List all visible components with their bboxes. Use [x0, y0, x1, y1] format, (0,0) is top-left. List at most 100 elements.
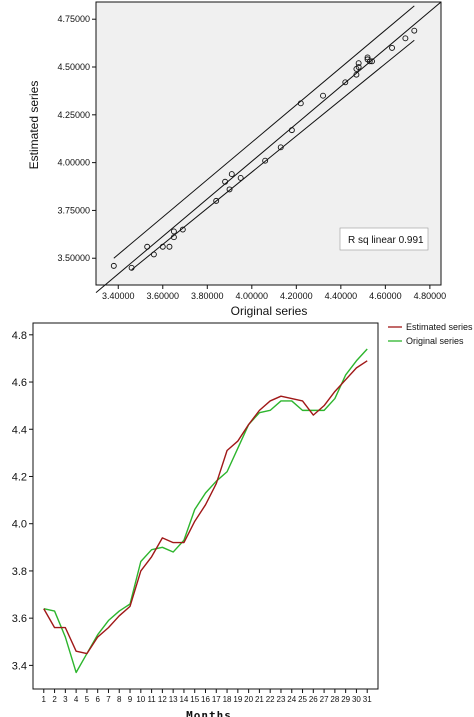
x-tick-label: 16	[201, 695, 210, 704]
scatter-point	[150, 251, 157, 258]
legend: Estimated series Original series	[388, 322, 473, 346]
x-tick-label: 7	[106, 695, 111, 704]
scatter-point	[170, 228, 177, 235]
y-tick-label: 3.50000	[57, 253, 90, 263]
x-tick-label: 2	[52, 695, 57, 704]
x-tick-label: 18	[223, 695, 232, 704]
x-tick-label: 4	[74, 695, 79, 704]
x-tick-label: 30	[352, 695, 361, 704]
y-tick-label: 4.00000	[57, 158, 90, 168]
scatter-point	[170, 234, 177, 241]
x-tick-label: 3	[63, 695, 68, 704]
scatter-point	[228, 171, 235, 178]
y-tick-label: 3.4	[12, 660, 27, 672]
scatter-point	[342, 79, 349, 86]
x-tick-label: 4.00000	[236, 291, 269, 301]
series-line	[43, 360, 368, 655]
scatter-chart: 3.50000 3.75000 4.00000 4.25000 4.50000 4.750…	[27, 1, 446, 318]
y-tick-label: 4.25000	[57, 110, 90, 120]
x-tick-label: 4.80000	[414, 291, 447, 301]
y-tick-label: 3.6	[12, 613, 27, 625]
x-tick-label: 4.60000	[369, 291, 402, 301]
x-tick-label: 23	[277, 695, 286, 704]
x-tick-label: 20	[244, 695, 253, 704]
x-tick-label: 22	[266, 695, 275, 704]
x-tick-label: 3.80000	[191, 291, 224, 301]
y-tick-label: 4.8	[12, 330, 27, 342]
scatter-point	[353, 71, 360, 78]
x-tick-label: 3.60000	[147, 291, 180, 301]
scatter-point	[411, 27, 418, 34]
x-tick-label: 17	[212, 695, 221, 704]
x-tick-label: 12	[158, 695, 167, 704]
legend-label-original: Original series	[406, 336, 464, 346]
x-tick-label: 13	[169, 695, 178, 704]
scatter-point	[369, 58, 375, 65]
x-tick-label: 4.40000	[325, 291, 358, 301]
x-tick-label: 21	[255, 695, 264, 704]
scatter-lower-bound-line	[131, 39, 415, 271]
scatter-y-ticks: 3.50000 3.75000 4.00000 4.25000 4.50000 4.750…	[57, 14, 96, 263]
x-tick-label: 3.40000	[102, 291, 135, 301]
r-squared-box	[339, 227, 429, 251]
scatter-point	[364, 54, 371, 61]
scatter-point	[320, 92, 326, 99]
x-tick-label: 8	[117, 695, 122, 704]
y-tick-label: 4.6	[12, 377, 27, 389]
x-tick-label: 4.20000	[280, 291, 313, 301]
scatter-point	[166, 243, 173, 250]
scatter-point	[128, 264, 135, 271]
line-x-ticks: 1 2 3 4 5 6 7 8 9 10 11 12 13 14 15 16 17 18 19 20 21 22 23 24 2…	[42, 689, 372, 704]
x-tick-label: 25	[298, 695, 307, 704]
y-tick-label: 3.75000	[57, 205, 90, 215]
x-tick-label: 27	[320, 695, 329, 704]
x-tick-label: 14	[179, 695, 188, 704]
series-line	[43, 348, 368, 674]
scatter-point	[159, 243, 166, 250]
line-y-ticks: 3.4 3.6 3.8 4.0 4.2 4.4 4.6 4.8	[12, 330, 33, 672]
y-tick-label: 3.8	[12, 566, 27, 578]
r-squared-label: R sq linear 0.991	[348, 235, 424, 246]
x-tick-label: 5	[85, 695, 90, 704]
x-tick-label: 28	[330, 695, 339, 704]
x-tick-label: 6	[95, 695, 100, 704]
x-tick-label: 15	[190, 695, 199, 704]
scatter-x-ticks: 3.40000 3.60000 3.80000 4.00000 4.20000 4.400…	[102, 285, 446, 301]
line-chart: 3.43.63.84.04.24.44.64.8 1 2 3 4 5 6 7 8 9 10 11 12…	[12, 322, 473, 717]
scatter-point	[110, 262, 117, 269]
line-x-axis-title: Months	[186, 709, 232, 717]
y-tick-label: 4.50000	[57, 62, 90, 72]
scatter-y-axis-title: Estimated series	[27, 81, 41, 170]
scatter-point	[389, 44, 395, 51]
scatter-point	[179, 226, 186, 233]
scatter-points	[110, 27, 418, 271]
scatter-point	[288, 127, 295, 134]
y-tick-label: 4.75000	[57, 14, 90, 24]
line-series	[43, 348, 368, 674]
y-tick-label: 4.2	[12, 471, 27, 483]
scatter-point	[213, 197, 220, 204]
legend-label-estimated: Estimated series	[406, 322, 473, 332]
scatter-point	[262, 157, 269, 164]
scatter-point	[355, 64, 362, 70]
x-tick-label: 31	[363, 695, 372, 704]
scatter-x-axis-title: Original series	[231, 304, 308, 318]
scatter-upper-bound-line	[113, 5, 415, 259]
y-tick-label: 4.4	[12, 424, 27, 436]
x-tick-label: 1	[42, 695, 47, 704]
x-tick-label: 9	[128, 695, 133, 704]
scatter-point	[222, 178, 229, 185]
x-tick-label: 29	[341, 695, 350, 704]
y-tick-label: 4.0	[12, 519, 27, 531]
x-tick-label: 19	[233, 695, 242, 704]
scatter-fit-lines	[95, 1, 442, 294]
scatter-point	[237, 174, 244, 181]
scatter-point	[277, 144, 284, 151]
scatter-point	[355, 60, 362, 67]
scatter-point	[144, 243, 151, 250]
x-tick-label: 11	[147, 695, 156, 704]
scatter-point	[297, 100, 304, 107]
x-tick-label: 10	[136, 695, 145, 704]
scatter-point	[226, 186, 233, 193]
